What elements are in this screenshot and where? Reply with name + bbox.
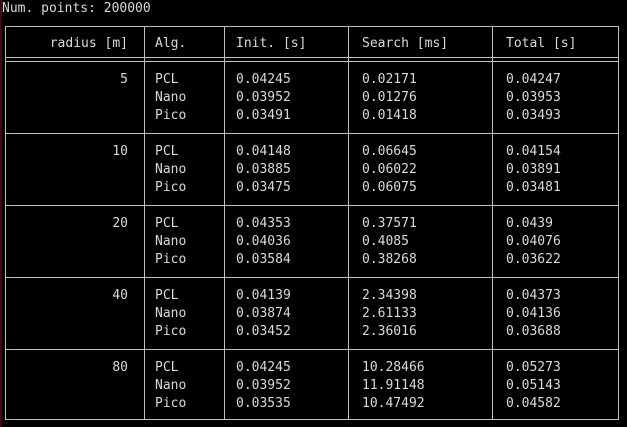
init-cell: 0.03584	[236, 252, 291, 267]
total-cell: 0.03622	[506, 252, 561, 267]
search-cell: 0.01276	[362, 90, 417, 105]
alg-cell: PCL	[155, 144, 179, 159]
search-cell: 11.91148	[362, 378, 425, 393]
header-total: Total [s]	[506, 36, 577, 51]
total-cell: 0.04373	[506, 288, 561, 303]
init-cell: 0.04353	[236, 216, 291, 231]
terminal-left-accent	[0, 0, 2, 427]
init-cell: 0.03535	[236, 396, 291, 411]
init-cell: 0.04245	[236, 360, 291, 375]
search-cell: 0.02171	[362, 72, 417, 87]
init-cell: 0.04148	[236, 144, 291, 159]
search-cell: 10.47492	[362, 396, 425, 411]
alg-cell: Pico	[155, 396, 187, 411]
alg-cell: Pico	[155, 324, 187, 339]
init-cell: 0.03475	[236, 180, 291, 195]
alg-cell: Nano	[155, 162, 187, 177]
num-points-line: Num. points: 200000	[2, 1, 151, 16]
total-cell: 0.03493	[506, 108, 561, 123]
init-cell: 0.03452	[236, 324, 291, 339]
column-divider	[144, 27, 145, 419]
search-cell: 0.06075	[362, 180, 417, 195]
alg-cell: PCL	[155, 288, 179, 303]
header-search: Search [ms]	[362, 36, 449, 51]
group-divider	[6, 277, 618, 278]
column-divider	[224, 27, 225, 419]
column-divider	[492, 27, 493, 419]
radius-value: 80	[112, 360, 128, 375]
total-cell: 0.04582	[506, 396, 561, 411]
search-cell: 0.06022	[362, 162, 417, 177]
search-cell: 2.34398	[362, 288, 417, 303]
search-cell: 0.01418	[362, 108, 417, 123]
header-divider	[6, 57, 618, 58]
search-cell: 0.06645	[362, 144, 417, 159]
alg-cell: Pico	[155, 180, 187, 195]
alg-cell: Nano	[155, 90, 187, 105]
init-cell: 0.03885	[236, 162, 291, 177]
alg-cell: PCL	[155, 72, 179, 87]
search-cell: 2.61133	[362, 306, 417, 321]
search-cell: 10.28466	[362, 360, 425, 375]
alg-cell: Nano	[155, 234, 187, 249]
header-alg: Alg.	[155, 36, 187, 51]
results-table: radius [m] Alg. Init. [s] Search [ms] To…	[5, 26, 619, 420]
search-cell: 0.37571	[362, 216, 417, 231]
total-cell: 0.04136	[506, 306, 561, 321]
column-divider	[348, 27, 349, 419]
radius-value: 20	[112, 216, 128, 231]
group-divider	[6, 205, 618, 206]
init-cell: 0.03874	[236, 306, 291, 321]
search-cell: 0.4085	[362, 234, 409, 249]
init-cell: 0.04245	[236, 72, 291, 87]
search-cell: 2.36016	[362, 324, 417, 339]
group-divider	[6, 349, 618, 350]
init-cell: 0.03952	[236, 378, 291, 393]
total-cell: 0.03688	[506, 324, 561, 339]
total-cell: 0.03481	[506, 180, 561, 195]
total-cell: 0.04154	[506, 144, 561, 159]
alg-cell: Nano	[155, 306, 187, 321]
init-cell: 0.04139	[236, 288, 291, 303]
alg-cell: PCL	[155, 216, 179, 231]
init-cell: 0.03491	[236, 108, 291, 123]
header-init: Init. [s]	[236, 36, 307, 51]
radius-value: 10	[112, 144, 128, 159]
group-divider	[6, 133, 618, 134]
alg-cell: PCL	[155, 360, 179, 375]
total-cell: 0.05273	[506, 360, 561, 375]
total-cell: 0.04076	[506, 234, 561, 249]
total-cell: 0.04247	[506, 72, 561, 87]
total-cell: 0.0439	[506, 216, 553, 231]
search-cell: 0.38268	[362, 252, 417, 267]
total-cell: 0.05143	[506, 378, 561, 393]
init-cell: 0.04036	[236, 234, 291, 249]
alg-cell: Pico	[155, 108, 187, 123]
header-divider	[6, 61, 618, 62]
header-radius: radius [m]	[49, 36, 128, 51]
total-cell: 0.03891	[506, 162, 561, 177]
total-cell: 0.03953	[506, 90, 561, 105]
alg-cell: Pico	[155, 252, 187, 267]
radius-value: 40	[112, 288, 128, 303]
radius-value: 5	[120, 72, 128, 87]
alg-cell: Nano	[155, 378, 187, 393]
init-cell: 0.03952	[236, 90, 291, 105]
